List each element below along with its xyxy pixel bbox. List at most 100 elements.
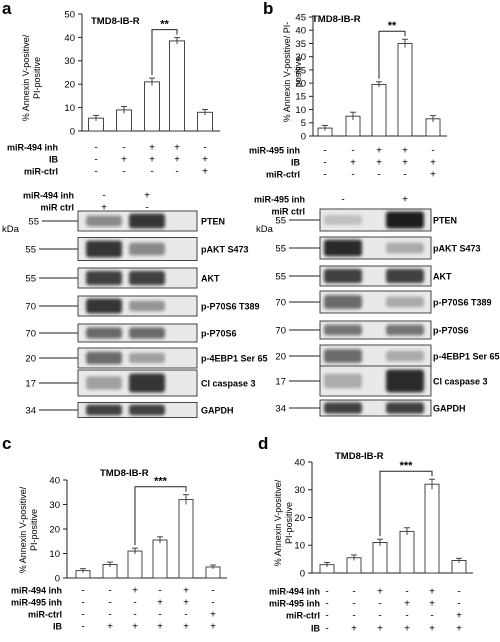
condition-sign: - (133, 598, 136, 609)
condition-sign: - (94, 143, 97, 154)
condition-sign: + (183, 598, 189, 609)
condition-sign: - (405, 587, 408, 598)
condition-sign: - (184, 610, 187, 621)
condition-sign: + (210, 610, 216, 621)
blot-band (324, 324, 362, 336)
protein-label: GAPDH (433, 403, 466, 413)
protein-label: PTEN (433, 215, 457, 225)
condition-sign: - (175, 167, 178, 178)
condition-sign: + (132, 586, 138, 597)
condition-sign: + (174, 155, 180, 166)
panel-b-letter: b (263, 0, 273, 18)
blot-band (129, 404, 165, 416)
y-tick-label: 30 (64, 56, 75, 67)
blot-band (86, 298, 122, 314)
protein-label: PTEN (201, 216, 225, 226)
condition-sign: - (377, 170, 380, 181)
protein-label: p-P70S6 T389 (201, 301, 260, 311)
kda-header: kDa (2, 224, 20, 235)
y-tick-label: 40 (64, 33, 75, 44)
panel-b: b TMD8-IB-R % Annexin V-positive/ PI- po… (249, 0, 500, 417)
lane-condition-label: miR ctrl (40, 203, 74, 213)
lane-condition-sign: - (102, 191, 105, 202)
blot-band (129, 300, 165, 312)
bar (152, 539, 168, 579)
significance-bracket (379, 470, 433, 537)
y-tick-label: 40 (295, 26, 306, 37)
condition-sign: + (157, 622, 163, 633)
y-tick-label: 10 (64, 103, 75, 114)
lane-condition-label: miR-494 inh (23, 191, 74, 201)
y-tick-label: 30 (294, 485, 305, 496)
blot-band (86, 404, 122, 416)
protein-label: AKT (201, 273, 220, 283)
mw-marker: 55 (275, 271, 286, 282)
condition-sign: + (107, 622, 113, 633)
y-tick-label: 30 (295, 52, 306, 63)
panel-a-ylabel-2: PI-positive (32, 57, 42, 99)
lane-condition-sign: + (144, 191, 150, 202)
condition-label: IB (311, 624, 321, 634)
bar (399, 530, 415, 574)
blot-band (324, 295, 362, 309)
lane-condition-sign: - (341, 195, 344, 206)
significance-label: *** (400, 460, 414, 472)
blot-band (386, 324, 424, 336)
condition-sign: - (133, 610, 136, 621)
panel-d-letter: d (258, 434, 268, 453)
bar (178, 499, 194, 579)
y-tick-label: 0 (300, 568, 305, 579)
condition-sign: + (350, 158, 356, 169)
blot-band (129, 242, 165, 256)
condition-sign: + (183, 622, 189, 633)
blot-band (86, 270, 122, 286)
condition-sign: - (150, 167, 153, 178)
protein-label: Cl caspase 3 (433, 376, 488, 386)
condition-label: miR-ctrl (28, 610, 62, 620)
condition-sign: - (352, 611, 355, 622)
condition-sign: - (94, 167, 97, 178)
blot-band (86, 215, 122, 227)
panel-d-ylabel-1: % Annexin V-positive/ (273, 479, 283, 566)
blot-band (386, 242, 424, 254)
condition-label: miR-495 inh (249, 146, 300, 156)
condition-sign: - (81, 610, 84, 621)
condition-sign: + (456, 624, 462, 635)
protein-label: AKT (433, 271, 452, 281)
panel-d-title: TMD8-IB-R (335, 451, 384, 462)
condition-sign: - (81, 622, 84, 633)
condition-sign: + (430, 170, 436, 181)
condition-label: miR-ctrl (24, 167, 58, 177)
condition-sign: - (211, 598, 214, 609)
condition-sign: - (325, 587, 328, 598)
condition-sign: - (323, 170, 326, 181)
mw-marker: 70 (25, 328, 36, 339)
mw-marker: 34 (25, 405, 36, 416)
condition-label: miR-495 inh (11, 598, 62, 608)
mw-marker: 55 (25, 244, 36, 255)
condition-sign: - (405, 611, 408, 622)
condition-sign: + (430, 158, 436, 169)
panel-c: c TMD8-IB-R % Annexin V-positive/ PI-pos… (2, 434, 227, 633)
condition-sign: + (402, 146, 408, 157)
condition-sign: - (352, 587, 355, 598)
condition-sign: + (210, 622, 216, 633)
condition-sign: + (456, 611, 462, 622)
condition-sign: - (431, 146, 434, 157)
bar (372, 542, 388, 574)
blot-band (386, 211, 424, 229)
condition-sign: + (376, 158, 382, 169)
lane-condition-sign: + (101, 203, 107, 214)
condition-sign: + (183, 586, 189, 597)
protein-label: p-P70S6 (433, 325, 469, 335)
blot-band (386, 402, 424, 414)
mw-marker: 20 (25, 353, 36, 364)
condition-sign: - (108, 586, 111, 597)
condition-sign: + (429, 587, 435, 598)
panel-c-ylabel-2: PI-positive (29, 509, 39, 551)
condition-sign: + (404, 624, 410, 635)
condition-sign: + (377, 587, 383, 598)
condition-sign: - (403, 170, 406, 181)
condition-label: miR-ctrl (266, 170, 300, 180)
